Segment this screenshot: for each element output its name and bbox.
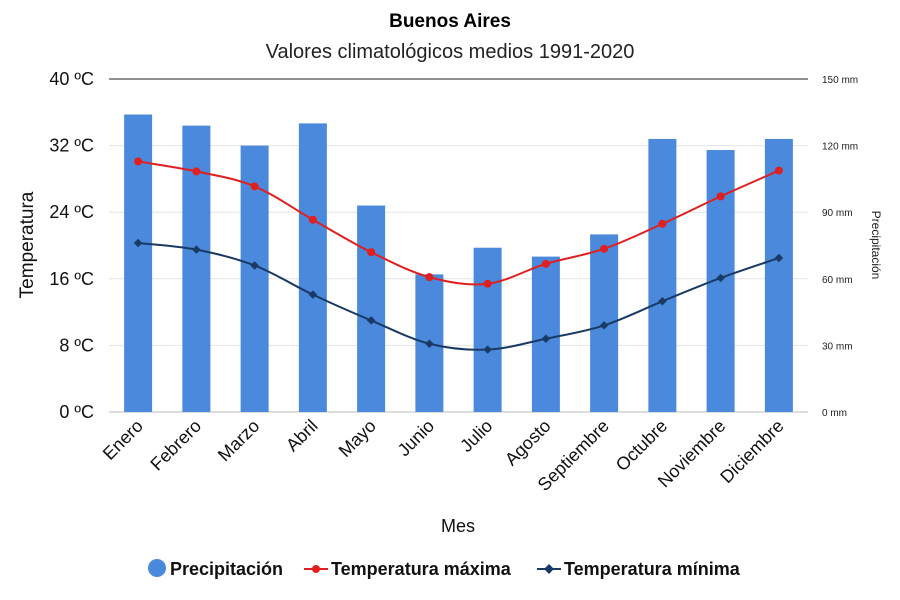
max-temperature-point xyxy=(367,248,376,257)
legend-item-precipitation: Precipitación xyxy=(148,559,283,579)
min-temperature-point xyxy=(483,345,492,354)
y-tick-right: 90 mm xyxy=(822,208,853,219)
precipitation-bar xyxy=(764,138,793,412)
max-temperature-point xyxy=(658,219,667,228)
y-tick-left: 16 ºC xyxy=(49,269,94,289)
chart-title: Buenos Aires xyxy=(389,11,511,32)
y-tick-left: 24 ºC xyxy=(49,202,94,222)
legend-label-min-temperature: Temperatura mínima xyxy=(564,559,741,579)
x-tick-label: Marzo xyxy=(214,416,264,466)
min-temperature-point xyxy=(366,316,376,325)
max-temperature-point xyxy=(425,273,434,282)
min-temperature-point xyxy=(192,245,201,254)
max-temperature-point xyxy=(192,167,201,176)
precipitation-bar xyxy=(357,205,386,412)
chart-subtitle: Valores climatológicos medios 1991-2020 xyxy=(266,41,635,63)
y-tick-left: 40 ºC xyxy=(49,69,94,89)
y-tick-right: 60 mm xyxy=(822,275,853,286)
min-temperature-point xyxy=(308,290,318,299)
legend-label-max-temperature: Temperatura máxima xyxy=(331,559,512,579)
precipitation-bar xyxy=(648,138,677,412)
min-temperature-point xyxy=(133,238,143,248)
y-tick-left: 0 ºC xyxy=(59,402,94,422)
x-tick-label: Junio xyxy=(394,416,439,461)
legend-label-precipitation: Precipitación xyxy=(170,559,283,579)
max-temperature-point xyxy=(134,157,143,166)
y-axis-right-label: Precipitación xyxy=(869,211,883,280)
min-temperature-point xyxy=(599,321,609,330)
temperature-lines xyxy=(133,157,784,354)
legend-swatch-precipitation xyxy=(148,559,166,577)
max-temperature-point xyxy=(541,259,550,268)
precipitation-bar xyxy=(531,256,560,412)
max-temperature-line xyxy=(137,160,780,286)
x-tick-label: Enero xyxy=(99,416,147,464)
y-tick-left: 32 ºC xyxy=(49,136,94,156)
y-tick-right: 30 mm xyxy=(822,341,853,352)
y-axis-left-label: Temperatura xyxy=(17,191,38,298)
precipitation-bar xyxy=(473,247,502,412)
max-temperature-point xyxy=(483,279,492,288)
min-temperature-point xyxy=(425,339,434,348)
legend: Precipitación Temperatura máxima Tempera… xyxy=(148,559,741,579)
x-tick-label: Octubre xyxy=(612,416,671,475)
x-tick-label: Diciembre xyxy=(716,416,787,487)
legend-marker-min-temperature xyxy=(544,564,554,574)
x-axis-ticks: Enero Febrero Marzo Abril Mayo Junio Julio Agos… xyxy=(99,416,788,495)
y-tick-left: 8 ºC xyxy=(59,335,94,355)
max-temperature-point xyxy=(600,244,609,253)
x-tick-label: Julio xyxy=(456,416,496,456)
precipitation-bars xyxy=(124,114,793,413)
y-axis-right-ticks: 0 mm 30 mm 60 mm 90 mm 120 mm 150 mm xyxy=(822,75,858,419)
min-temperature-point xyxy=(716,273,725,283)
y-tick-right: 0 mm xyxy=(822,408,847,419)
x-tick-label: Abril xyxy=(282,416,322,456)
max-temperature-point xyxy=(716,192,725,201)
max-temperature-point xyxy=(774,166,783,175)
legend-marker-max-temperature xyxy=(312,565,320,573)
max-temperature-point xyxy=(308,215,317,224)
min-temperature-line xyxy=(138,242,780,351)
y-tick-right: 150 mm xyxy=(822,75,858,86)
min-temperature-point xyxy=(250,261,259,270)
y-axis-left-ticks: 0 ºC 8 ºC 16 ºC 24 ºC 32 ºC 40 ºC xyxy=(49,69,94,422)
min-temperature-point xyxy=(658,297,667,306)
min-temperature-point xyxy=(541,334,551,343)
y-tick-right: 120 mm xyxy=(822,142,858,153)
legend-item-min-temperature: Temperatura mínima xyxy=(537,559,741,579)
max-temperature-point xyxy=(250,182,259,191)
x-tick-label: Mayo xyxy=(335,416,380,461)
precipitation-bar xyxy=(298,123,327,413)
legend-item-max-temperature: Temperatura máxima xyxy=(304,559,512,579)
x-tick-label: Febrero xyxy=(146,416,205,475)
x-tick-label: Agosto xyxy=(501,416,555,470)
x-axis-label: Mes xyxy=(441,516,475,536)
gridlines xyxy=(109,78,808,413)
